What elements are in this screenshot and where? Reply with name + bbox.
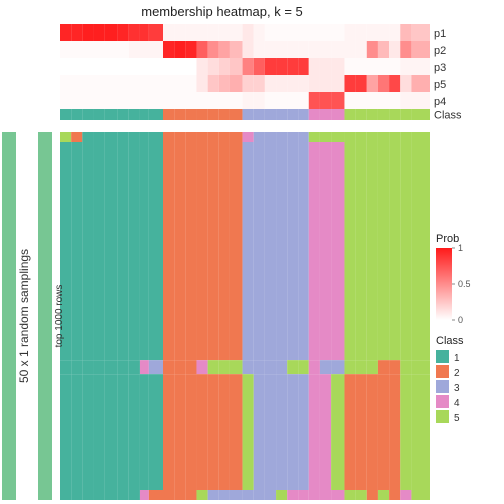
svg-text:1: 1 bbox=[458, 243, 463, 253]
row-label: p3 bbox=[434, 62, 446, 74]
svg-text:top 1000 rows: top 1000 rows bbox=[54, 285, 65, 348]
svg-text:0: 0 bbox=[458, 315, 463, 325]
svg-text:Prob: Prob bbox=[436, 233, 459, 245]
svg-text:50 x 1 random samplings: 50 x 1 random samplings bbox=[17, 249, 31, 383]
row-label: p1 bbox=[434, 28, 446, 40]
row-label: p2 bbox=[434, 45, 446, 57]
svg-text:Class: Class bbox=[436, 335, 464, 347]
row-label: p4 bbox=[434, 96, 446, 108]
svg-text:4: 4 bbox=[454, 398, 460, 409]
svg-text:2: 2 bbox=[454, 368, 460, 379]
svg-text:3: 3 bbox=[454, 383, 460, 394]
svg-text:Class: Class bbox=[434, 109, 462, 121]
row-label: p5 bbox=[434, 79, 446, 91]
svg-text:0.5: 0.5 bbox=[458, 279, 471, 289]
chart-title: membership heatmap, k = 5 bbox=[0, 4, 444, 19]
heatmap-svg: p1p2p3p5p4Class50 x 1 random samplingsto… bbox=[0, 0, 504, 504]
svg-text:5: 5 bbox=[454, 413, 460, 424]
svg-text:1: 1 bbox=[454, 353, 460, 364]
membership-heatmap-figure: membership heatmap, k = 5 p1p2p3p5p4Clas… bbox=[0, 0, 504, 504]
